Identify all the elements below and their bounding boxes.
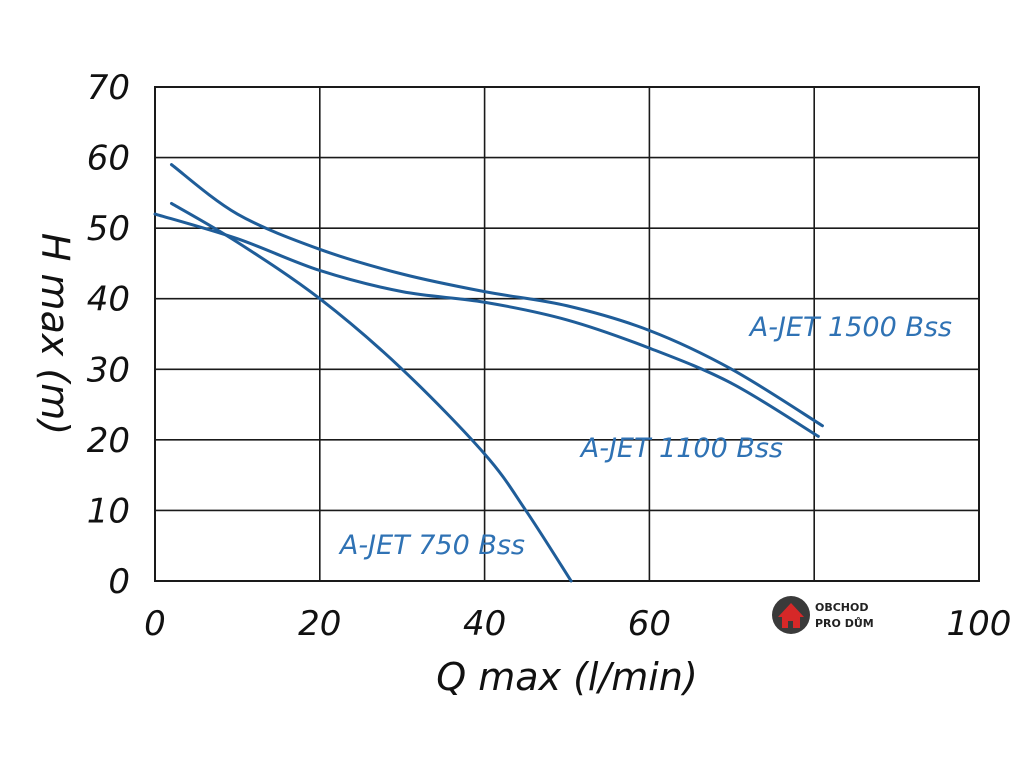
x-tick-label: 20 (298, 604, 341, 644)
y-tick-label: 70 (87, 68, 130, 108)
logo-line-1: OBCHOD (815, 601, 869, 614)
series-line-0 (169, 163, 824, 428)
series-line-1 (153, 212, 820, 438)
grid (155, 87, 979, 581)
brand-logo: OBCHOD PRO DŮM (772, 596, 874, 634)
series-label-a-jet-1500: A-JET 1500 Bss (748, 312, 952, 343)
series-label-a-jet-1100: A-JET 1100 Bss (579, 433, 783, 464)
axis-ticks: 0 20 40 60 100 0 10 20 30 40 50 60 70 (87, 68, 1012, 644)
y-tick-label: 20 (87, 421, 130, 461)
y-tick-label: 50 (87, 209, 130, 249)
logo-line-2: PRO DŮM (815, 617, 874, 630)
series-curves (153, 163, 824, 583)
y-tick-label: 0 (108, 562, 130, 602)
y-tick-label: 40 (87, 280, 130, 320)
series-line-2 (169, 201, 573, 583)
y-tick-label: 30 (87, 350, 130, 390)
x-tick-label: 60 (628, 604, 671, 644)
house-icon (772, 596, 810, 634)
y-tick-label: 10 (87, 491, 130, 531)
y-tick-label: 60 (87, 139, 130, 179)
x-axis-label: Q max (l/min) (436, 655, 698, 699)
plot-frame (154, 86, 980, 582)
series-label-a-jet-750: A-JET 750 Bss (338, 530, 525, 561)
x-tick-label: 100 (947, 604, 1012, 644)
y-axis-label: H max (m) (33, 233, 77, 435)
x-tick-label: 0 (144, 604, 166, 644)
x-tick-label: 40 (463, 604, 506, 644)
